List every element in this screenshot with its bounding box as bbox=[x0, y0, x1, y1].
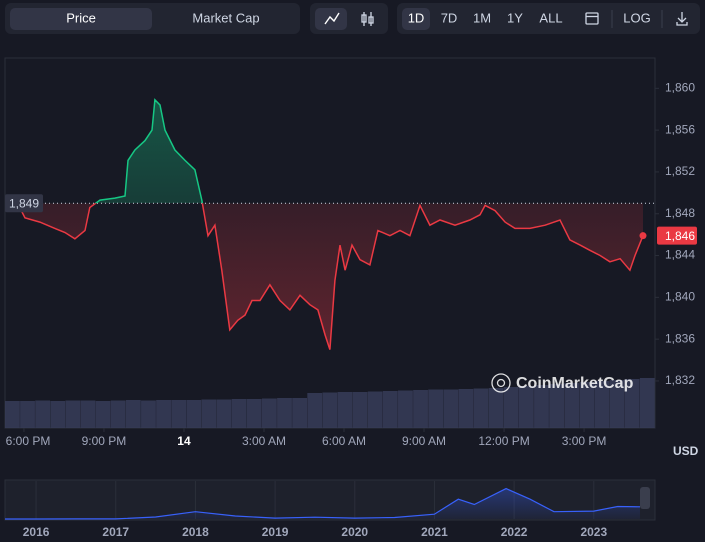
volume-bar bbox=[549, 384, 565, 428]
x-tick-label: 3:00 PM bbox=[562, 434, 607, 448]
volume-bar bbox=[110, 400, 126, 428]
volume-bar bbox=[594, 381, 610, 428]
mode-price[interactable]: Price bbox=[66, 10, 96, 25]
volume-bar bbox=[20, 401, 35, 428]
volume-bar bbox=[534, 385, 549, 428]
navigator-year-label: 2021 bbox=[421, 525, 448, 539]
x-tick-label: 9:00 PM bbox=[82, 434, 127, 448]
volume-bar bbox=[503, 387, 519, 428]
line-icon bbox=[324, 12, 340, 25]
price-line-up bbox=[6, 98, 204, 204]
volume-bar bbox=[443, 389, 459, 428]
volume-bar bbox=[231, 399, 247, 428]
volume-bar bbox=[413, 390, 428, 428]
area-up bbox=[5, 99, 643, 204]
volume-bar bbox=[322, 392, 338, 428]
volume-bar bbox=[35, 400, 51, 428]
price-line-down bbox=[5, 203, 644, 350]
x-tick-label: 12:00 PM bbox=[478, 434, 529, 448]
volume-bar bbox=[261, 398, 277, 428]
volume-bar bbox=[624, 379, 640, 428]
volume-bar bbox=[141, 400, 156, 428]
volume-bar bbox=[488, 388, 504, 428]
volume-bar bbox=[518, 386, 534, 428]
navigator-year-label: 2019 bbox=[262, 525, 289, 539]
volume-bar bbox=[367, 391, 383, 428]
x-tick-label: 14 bbox=[177, 434, 191, 448]
volume-bar bbox=[398, 390, 413, 428]
range-button[interactable]: 7D bbox=[441, 10, 458, 25]
area-down bbox=[5, 203, 643, 350]
navigator-year-label: 2017 bbox=[102, 525, 129, 539]
range-button[interactable]: 1M bbox=[473, 10, 491, 25]
volume-bar bbox=[428, 389, 444, 428]
navigator-year-label: 2023 bbox=[580, 525, 607, 539]
volume-bar bbox=[171, 400, 187, 428]
volume-bar bbox=[216, 399, 232, 428]
volume-bar bbox=[80, 400, 96, 428]
y-axis-label: USD bbox=[673, 444, 699, 458]
y-tick-label: 1,852 bbox=[665, 164, 695, 178]
y-tick-label: 1,832 bbox=[665, 373, 695, 387]
volume-bar bbox=[307, 393, 323, 428]
volume-bar bbox=[246, 399, 262, 428]
navigator-line bbox=[5, 487, 641, 520]
x-tick-label: 9:00 AM bbox=[402, 434, 446, 448]
volume-bar bbox=[564, 383, 580, 428]
navigator-handle[interactable] bbox=[640, 487, 650, 509]
range-button[interactable]: 1D bbox=[408, 10, 425, 25]
volume-bar bbox=[95, 401, 111, 428]
reference-label-bg bbox=[5, 194, 43, 213]
navigator-year-label: 2016 bbox=[23, 525, 50, 539]
navigator-year-label: 2022 bbox=[501, 525, 528, 539]
volume-bar bbox=[579, 382, 595, 428]
x-tick-label: 3:00 AM bbox=[242, 434, 286, 448]
volume-bar bbox=[337, 392, 353, 428]
download-icon[interactable] bbox=[676, 12, 688, 26]
y-tick-label: 1,856 bbox=[665, 122, 695, 136]
volume-bar bbox=[125, 400, 141, 428]
navigator-year-label: 2020 bbox=[341, 525, 368, 539]
candle-icon[interactable] bbox=[361, 12, 374, 26]
navigator-area bbox=[5, 488, 640, 519]
current-dot bbox=[639, 232, 647, 240]
mode-selected[interactable] bbox=[10, 8, 152, 30]
y-tick-label: 1,848 bbox=[665, 206, 695, 220]
volume-bar bbox=[5, 401, 20, 428]
y-tick-label: 1,836 bbox=[665, 331, 695, 345]
volume-bar bbox=[609, 380, 625, 428]
volume-bar bbox=[473, 388, 489, 428]
volume-bar bbox=[292, 398, 308, 428]
calendar-icon[interactable] bbox=[585, 12, 599, 25]
volume-bar bbox=[382, 391, 398, 428]
navigator-year-label: 2018 bbox=[182, 525, 209, 539]
volume-bar bbox=[156, 400, 171, 428]
range-toolbar bbox=[397, 3, 700, 34]
current-label-bg bbox=[657, 226, 697, 245]
logo-icon bbox=[491, 373, 511, 393]
current-label: 1,846 bbox=[665, 229, 695, 243]
log-button[interactable]: LOG bbox=[623, 10, 650, 25]
y-tick-label: 1,860 bbox=[665, 80, 695, 94]
y-tick-label: 1,844 bbox=[665, 248, 695, 262]
volume-bar bbox=[186, 400, 202, 428]
volume-bar bbox=[65, 400, 81, 428]
volume-bar bbox=[201, 399, 217, 428]
range-selected[interactable] bbox=[402, 8, 430, 30]
reference-label: 1,849 bbox=[9, 196, 39, 210]
mode-market-cap[interactable]: Market Cap bbox=[192, 10, 259, 25]
volume-bar bbox=[458, 389, 474, 428]
x-tick-label: 6:00 AM bbox=[322, 434, 366, 448]
x-tick-label: 6:00 PM bbox=[6, 434, 51, 448]
y-tick-label: 1,840 bbox=[665, 290, 695, 304]
volume-bar bbox=[352, 392, 368, 428]
range-button[interactable]: 1Y bbox=[507, 10, 523, 25]
volume-bar bbox=[277, 398, 292, 428]
line-type-button[interactable] bbox=[315, 8, 347, 30]
watermark: CoinMarketCap bbox=[516, 375, 634, 392]
range-button[interactable]: ALL bbox=[539, 10, 562, 25]
volume-bar bbox=[50, 401, 66, 428]
volume-bar bbox=[639, 378, 655, 428]
